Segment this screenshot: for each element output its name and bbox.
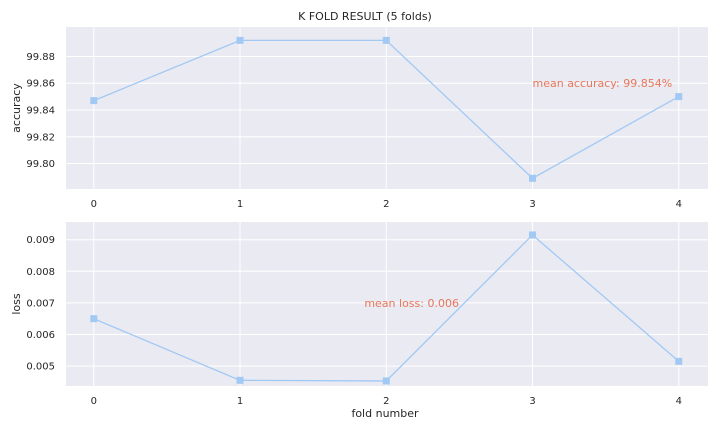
loss-x-tick-label: 3 — [529, 396, 535, 407]
loss-y-tick-label: 0.009 — [26, 235, 55, 246]
loss-x-tick-label: 1 — [237, 396, 243, 407]
loss-y-tick-label: 0.008 — [26, 267, 55, 278]
loss-data-point — [675, 357, 683, 365]
loss-data-point — [529, 231, 537, 239]
accuracy-y-tick-label: 99.84 — [26, 106, 55, 117]
loss-data-point — [236, 376, 244, 384]
accuracy-mean-annotation: mean accuracy: 99.854% — [533, 77, 673, 90]
accuracy-y-tick-label: 99.86 — [26, 79, 55, 90]
loss-y-tick-label: 0.007 — [26, 298, 55, 309]
loss-mean-annotation: mean loss: 0.006 — [364, 297, 459, 310]
accuracy-data-point — [382, 36, 390, 44]
accuracy-y-tick-label: 99.82 — [26, 132, 55, 143]
accuracy-data-point — [675, 93, 683, 101]
accuracy-data-point — [529, 174, 537, 182]
loss-x-tick-label: 0 — [91, 396, 97, 407]
accuracy-y-tick-label: 99.88 — [26, 52, 55, 63]
accuracy-data-point — [90, 97, 98, 105]
loss-data-point — [382, 377, 390, 385]
accuracy-x-tick-label: 3 — [529, 199, 535, 210]
chart-title: K FOLD RESULT (5 folds) — [298, 10, 432, 23]
accuracy-x-tick-label: 0 — [91, 199, 97, 210]
accuracy-y-tick-label: 99.80 — [26, 159, 55, 170]
x-axis-label: fold number — [351, 407, 419, 420]
accuracy-y-axis-label: accuracy — [10, 83, 23, 133]
accuracy-x-tick-label: 1 — [237, 199, 243, 210]
loss-y-tick-label: 0.006 — [26, 330, 55, 341]
accuracy-x-tick-label: 4 — [676, 199, 682, 210]
loss-x-tick-label: 2 — [383, 396, 389, 407]
loss-x-tick-label: 4 — [676, 396, 682, 407]
loss-plot-area — [66, 222, 708, 386]
loss-y-axis-label: loss — [10, 293, 23, 315]
accuracy-x-tick-label: 2 — [383, 199, 389, 210]
loss-data-point — [90, 315, 98, 323]
accuracy-data-point — [236, 36, 244, 44]
accuracy-plot-area — [66, 27, 708, 189]
loss-y-tick-label: 0.005 — [26, 362, 55, 373]
